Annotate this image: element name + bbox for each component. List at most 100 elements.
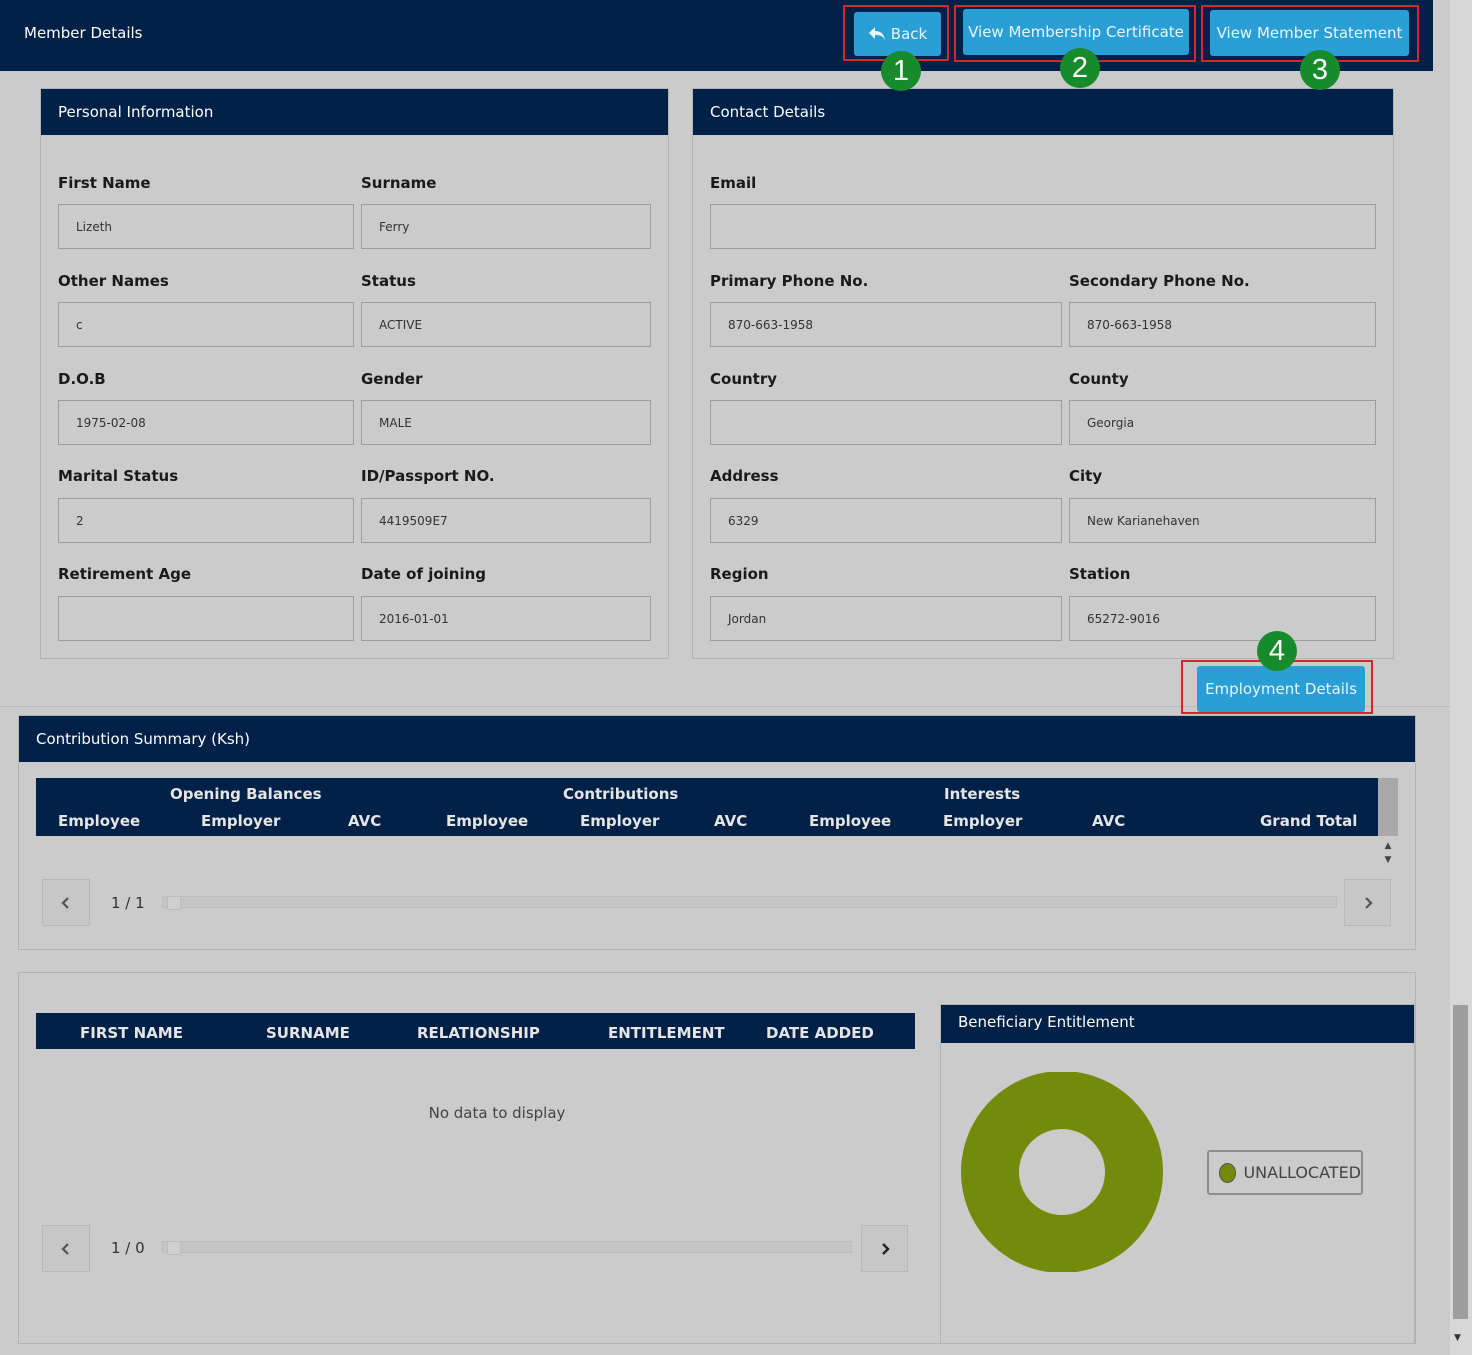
address-field[interactable]: 6329 xyxy=(710,498,1062,543)
retirement-age-field[interactable] xyxy=(58,596,354,641)
col-opening-avc[interactable]: AVC xyxy=(348,812,382,830)
page-scrollbar-thumb[interactable] xyxy=(1453,1005,1468,1319)
group-interests: Interests xyxy=(944,785,1021,803)
first-name-field[interactable]: Lizeth xyxy=(58,204,354,249)
contribution-table-header: Opening Balances Contributions Interests… xyxy=(36,778,1378,836)
gender-label: Gender xyxy=(361,370,423,388)
no-data-message: No data to display xyxy=(428,1104,566,1122)
col-contrib-employee[interactable]: Employee xyxy=(446,812,529,830)
chevron-left-icon xyxy=(61,1242,69,1255)
entitlement-panel: Beneficiary Entitlement xyxy=(940,1004,1415,1344)
col-first-name[interactable]: FIRST NAME xyxy=(80,1024,183,1042)
secondary-phone-label: Secondary Phone No. xyxy=(1069,272,1250,290)
page-title: Member Details xyxy=(24,24,143,42)
id-passport-field[interactable]: 4419509E7 xyxy=(361,498,651,543)
contact-details-panel: Contact Details xyxy=(692,88,1394,659)
col-interest-employee[interactable]: Employee xyxy=(809,812,892,830)
chevron-left-icon xyxy=(61,896,69,909)
table-scroll-arrows[interactable]: ▲ ▼ xyxy=(1384,841,1392,865)
contribution-page-indicator: 1 / 1 xyxy=(111,894,145,912)
county-field[interactable]: Georgia xyxy=(1069,400,1376,445)
col-opening-employer[interactable]: Employer xyxy=(201,812,281,830)
col-grand-total[interactable]: Grand Total xyxy=(1260,812,1358,830)
contact-details-header: Contact Details xyxy=(693,89,1393,135)
certificate-label: View Membership Certificate xyxy=(968,23,1184,41)
step-badge-4: 4 xyxy=(1257,631,1297,671)
surname-label: Surname xyxy=(361,174,437,192)
email-field[interactable] xyxy=(710,204,1376,249)
scroll-down-icon[interactable]: ▼ xyxy=(1454,1333,1461,1343)
surname-field[interactable]: Ferry xyxy=(361,204,651,249)
station-field[interactable]: 65272-9016 xyxy=(1069,596,1376,641)
primary-phone-field[interactable]: 870-663-1958 xyxy=(710,302,1062,347)
date-joining-label: Date of joining xyxy=(361,565,487,583)
personal-info-header: Personal Information xyxy=(41,89,668,135)
region-label: Region xyxy=(710,565,769,583)
retirement-age-label: Retirement Age xyxy=(58,565,192,583)
contribution-prev-button[interactable] xyxy=(42,879,90,926)
other-names-label: Other Names xyxy=(58,272,169,290)
reply-arrow-icon xyxy=(868,27,885,40)
col-surname[interactable]: SURNAME xyxy=(266,1024,350,1042)
donut-slice-unallocated[interactable] xyxy=(961,1072,1163,1272)
other-names-field[interactable]: c xyxy=(58,302,354,347)
col-interest-avc[interactable]: AVC xyxy=(1092,812,1126,830)
date-joining-field[interactable]: 2016-01-01 xyxy=(361,596,651,641)
beneficiaries-page-indicator: 1 / 0 xyxy=(111,1239,145,1257)
col-contrib-avc[interactable]: AVC xyxy=(714,812,748,830)
col-relationship[interactable]: RELATIONSHIP xyxy=(417,1024,540,1042)
page-scrollbar[interactable]: ▼ xyxy=(1450,0,1472,1355)
chevron-right-icon xyxy=(1364,896,1373,909)
contribution-slider-handle[interactable] xyxy=(167,896,181,910)
chart-legend[interactable]: UNALLOCATED xyxy=(1207,1150,1363,1195)
email-label: Email xyxy=(710,174,757,192)
status-field[interactable]: ACTIVE xyxy=(361,302,651,347)
chevron-right-icon xyxy=(881,1242,890,1255)
first-name-label: First Name xyxy=(58,174,151,192)
country-label: Country xyxy=(710,370,778,388)
table-scrollbar-thumb[interactable] xyxy=(1378,778,1398,836)
gender-field[interactable]: MALE xyxy=(361,400,651,445)
group-opening-balances: Opening Balances xyxy=(170,785,322,803)
contribution-next-button[interactable] xyxy=(1344,879,1391,926)
beneficiaries-page-slider[interactable] xyxy=(162,1241,852,1255)
country-field[interactable] xyxy=(710,400,1062,445)
marital-status-field[interactable]: 2 xyxy=(58,498,354,543)
col-contrib-employer[interactable]: Employer xyxy=(580,812,660,830)
city-field[interactable]: New Karianehaven xyxy=(1069,498,1376,543)
step-badge-1: 1 xyxy=(881,51,921,91)
secondary-phone-field[interactable]: 870-663-1958 xyxy=(1069,302,1376,347)
col-interest-employer[interactable]: Employer xyxy=(943,812,1023,830)
id-passport-label: ID/Passport NO. xyxy=(361,467,495,485)
dob-label: D.O.B xyxy=(58,370,106,388)
group-contributions: Contributions xyxy=(563,785,679,803)
col-opening-employee[interactable]: Employee xyxy=(58,812,141,830)
county-label: County xyxy=(1069,370,1129,388)
contribution-page-slider[interactable] xyxy=(162,896,1337,910)
marital-status-label: Marital Status xyxy=(58,467,179,485)
col-entitlement[interactable]: ENTITLEMENT xyxy=(608,1024,725,1042)
view-certificate-button[interactable]: View Membership Certificate xyxy=(963,9,1189,55)
employment-details-button[interactable]: Employment Details xyxy=(1197,666,1365,712)
back-label: Back xyxy=(890,25,928,43)
beneficiaries-table-header: FIRST NAME SURNAME RELATIONSHIP ENTITLEM… xyxy=(36,1013,915,1049)
contribution-summary-header: Contribution Summary (Ksh) xyxy=(19,716,1415,762)
beneficiaries-next-button[interactable] xyxy=(861,1225,908,1272)
col-date-added[interactable]: DATE ADDED xyxy=(766,1024,874,1042)
step-badge-3: 3 xyxy=(1300,50,1340,90)
beneficiaries-prev-button[interactable] xyxy=(42,1225,90,1272)
station-label: Station xyxy=(1069,565,1131,583)
back-button[interactable]: Back xyxy=(854,12,941,56)
region-field[interactable]: Jordan xyxy=(710,596,1062,641)
section-divider xyxy=(0,706,1450,707)
entitlement-donut-chart xyxy=(961,1072,1163,1272)
view-statement-button[interactable]: View Member Statement xyxy=(1210,10,1409,56)
beneficiaries-slider-handle[interactable] xyxy=(167,1241,181,1255)
employment-label: Employment Details xyxy=(1205,680,1357,698)
status-label: Status xyxy=(361,272,416,290)
address-label: Address xyxy=(710,467,779,485)
primary-phone-label: Primary Phone No. xyxy=(710,272,869,290)
personal-info-panel: Personal Information xyxy=(40,88,669,659)
dob-field[interactable]: 1975-02-08 xyxy=(58,400,354,445)
statement-label: View Member Statement xyxy=(1216,24,1403,42)
